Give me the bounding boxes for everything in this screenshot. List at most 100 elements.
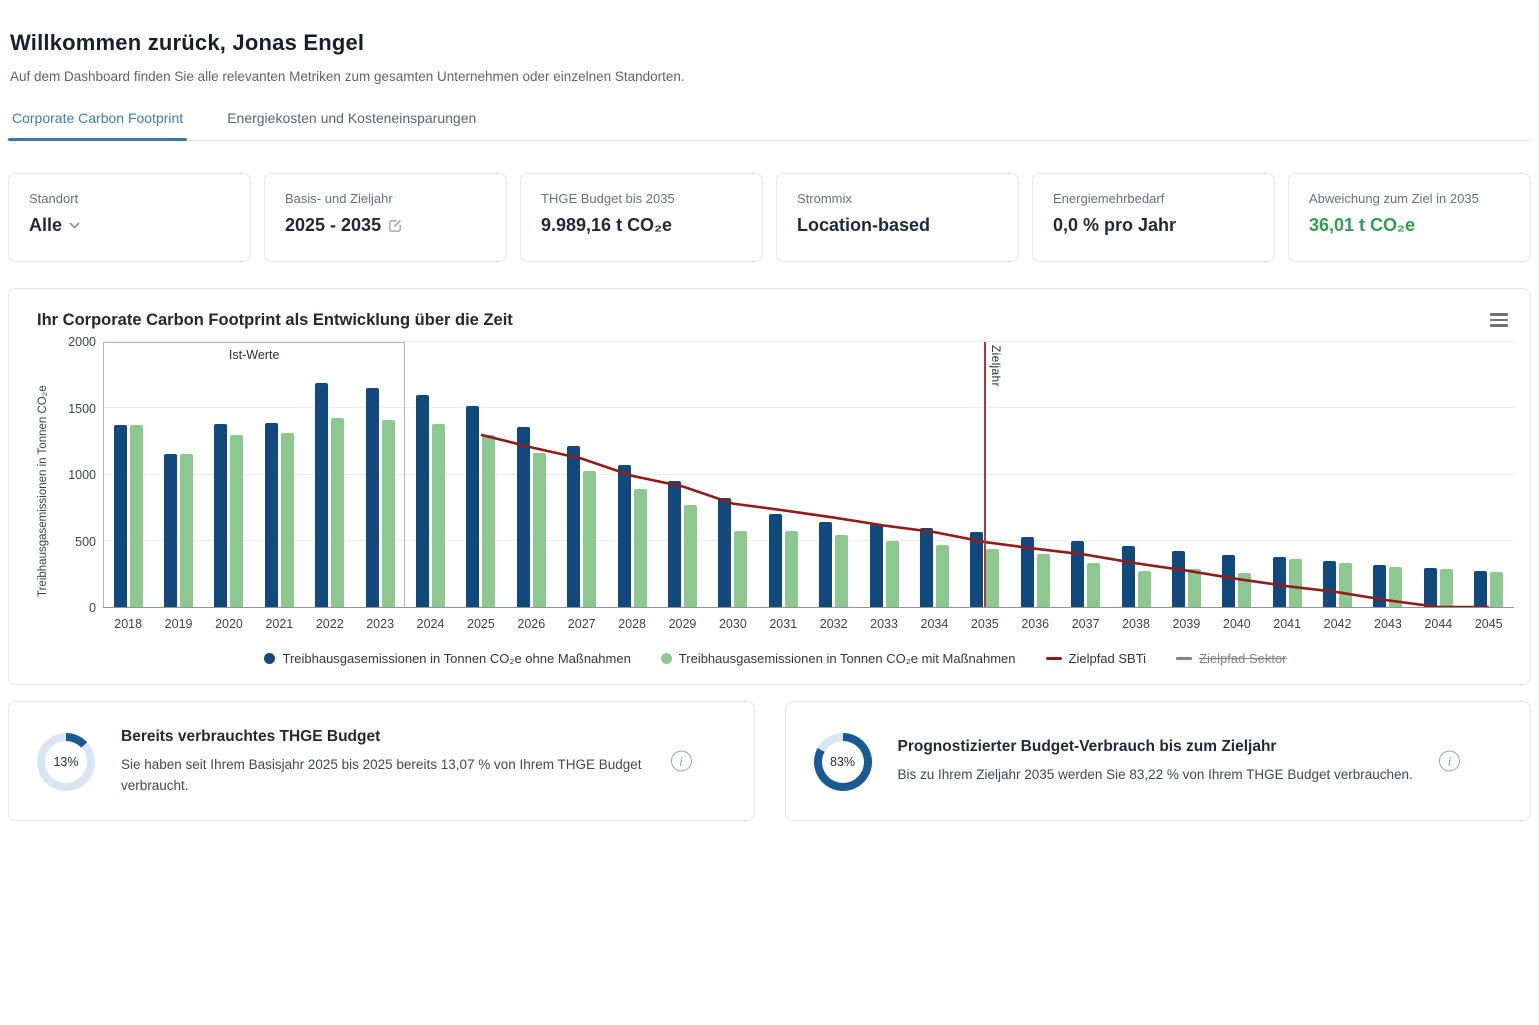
bar <box>315 383 329 607</box>
chart-plot-area: Ist-Werte Zieljahr <box>103 341 1514 608</box>
budget-donut: 13% <box>37 733 95 791</box>
bar <box>784 531 798 607</box>
bar <box>1121 546 1135 607</box>
bar-group <box>1111 342 1161 607</box>
x-axis-label: 2042 <box>1323 617 1352 631</box>
metric-card-abweichung: Abweichung zum Ziel in 2035 36,01 t CO₂e <box>1288 173 1531 262</box>
budget-card-verbraucht: 13% Bereits verbrauchtes THGE Budget Sie… <box>8 701 755 821</box>
bar <box>1474 570 1488 607</box>
bar <box>633 489 647 607</box>
tab-energiekosten[interactable]: Energiekosten und Kosteneinsparungen <box>227 110 477 126</box>
energiemehrbedarf-value: 0,0 % pro Jahr <box>1053 215 1177 235</box>
x-axis-label: 2041 <box>1273 617 1302 631</box>
chart-menu-icon[interactable] <box>1490 313 1508 327</box>
thge-budget-value: 9.989,16 t CO₂e <box>541 215 673 235</box>
metric-label: Energiemehrbedarf <box>1053 191 1165 206</box>
bar-group <box>153 342 203 607</box>
bar <box>919 528 933 607</box>
bar <box>1272 557 1286 607</box>
bar-group <box>758 342 808 607</box>
bar <box>683 504 697 607</box>
bar <box>129 425 143 607</box>
tab-corporate-carbon-footprint[interactable]: Corporate Carbon Footprint <box>7 110 188 141</box>
x-axis-label: 2032 <box>819 617 848 631</box>
bar-group <box>103 342 153 607</box>
metric-card-thge-budget: THGE Budget bis 2035 9.989,16 t CO₂e <box>520 173 763 262</box>
bar-group <box>1010 342 1060 607</box>
bar <box>482 434 496 607</box>
legend-marker-dot <box>660 653 672 664</box>
y-axis-ticks: 0 500 1000 1500 2000 <box>57 335 103 615</box>
metric-card-energiemehrbedarf: Energiemehrbedarf 0,0 % pro Jahr <box>1032 173 1275 262</box>
bar <box>365 388 379 607</box>
x-axis-label: 2040 <box>1222 617 1251 631</box>
x-axis-label: 2043 <box>1374 617 1402 631</box>
zieljahr-line <box>983 342 986 607</box>
gridline <box>103 407 1514 409</box>
x-axis-label: 2030 <box>718 617 747 631</box>
bar-group <box>1312 342 1362 607</box>
bar-group <box>657 342 707 607</box>
x-axis-label: 2024 <box>416 617 445 631</box>
bar <box>935 545 949 607</box>
bar-group <box>254 342 304 607</box>
page-title: Willkommen zurück, Jonas Engel <box>10 30 365 55</box>
bar <box>1137 571 1151 607</box>
donut-percent-label: 83% <box>829 755 856 769</box>
legend-item[interactable]: Treibhausgasemissionen in Tonnen CO₂e oh… <box>264 651 631 666</box>
legend-item[interactable]: Zielpfad Sektor <box>1176 651 1287 666</box>
bar <box>1288 559 1302 607</box>
standort-dropdown[interactable]: Alle <box>29 215 230 236</box>
metric-cards-row: Standort Alle Basis- und Zieljahr 2025 -… <box>8 173 1531 262</box>
bar <box>835 535 849 607</box>
y-axis-tick: 500 <box>75 534 96 549</box>
x-axis-label: 2028 <box>618 617 646 631</box>
chevron-down-icon[interactable] <box>69 222 80 229</box>
budget-cards-row: 13% Bereits verbrauchtes THGE Budget Sie… <box>8 701 1531 821</box>
bar <box>532 453 546 607</box>
page-header: Willkommen zurück, Jonas Engel Auf dem D… <box>8 30 1531 84</box>
bar <box>718 498 732 607</box>
bar <box>1323 561 1337 607</box>
x-axis-label: 2045 <box>1474 617 1503 631</box>
bar <box>869 524 883 607</box>
bar <box>734 530 748 607</box>
edit-icon[interactable] <box>388 218 403 233</box>
legend-item[interactable]: Zielpfad SBTi <box>1045 651 1146 666</box>
bar <box>164 453 178 607</box>
bar-group <box>1262 342 1312 607</box>
zieljahr-label: Zieljahr <box>988 345 1003 387</box>
info-icon[interactable]: i <box>670 750 692 772</box>
metric-label: Basis- und Zieljahr <box>285 191 393 206</box>
x-axis-label: 2038 <box>1122 617 1150 631</box>
x-axis-label: 2023 <box>366 617 395 631</box>
page-subtitle: Auf dem Dashboard finden Sie alle releva… <box>10 69 685 84</box>
bar <box>1423 567 1437 607</box>
bar <box>768 514 782 607</box>
metric-card-zieljahr: Basis- und Zieljahr 2025 - 2035 <box>264 173 507 262</box>
x-axis-label: 2022 <box>315 617 344 631</box>
legend-marker-dash <box>1045 656 1062 661</box>
bar-group <box>1413 342 1463 607</box>
bar-group <box>506 342 556 607</box>
bar <box>416 395 430 607</box>
x-axis-label: 2037 <box>1071 617 1100 631</box>
bar <box>180 453 194 607</box>
bar <box>381 420 395 607</box>
bar <box>567 446 581 607</box>
legend-item[interactable]: Treibhausgasemissionen in Tonnen CO₂e mi… <box>660 651 1016 666</box>
metric-label: THGE Budget bis 2035 <box>541 191 675 206</box>
bar-group <box>708 342 758 607</box>
bar <box>280 433 294 607</box>
bar-group <box>808 342 858 607</box>
bar <box>1087 562 1101 607</box>
bar <box>432 423 446 607</box>
bar-group <box>1363 342 1413 607</box>
info-icon[interactable]: i <box>1439 750 1460 772</box>
zieljahr-value: 2025 - 2035 <box>285 215 382 235</box>
gridline <box>103 341 1514 342</box>
bar <box>986 549 1000 607</box>
dashboard-page: Willkommen zurück, Jonas Engel Auf dem D… <box>7 30 1531 821</box>
standort-value[interactable]: Alle <box>29 215 63 235</box>
bar <box>264 422 278 607</box>
